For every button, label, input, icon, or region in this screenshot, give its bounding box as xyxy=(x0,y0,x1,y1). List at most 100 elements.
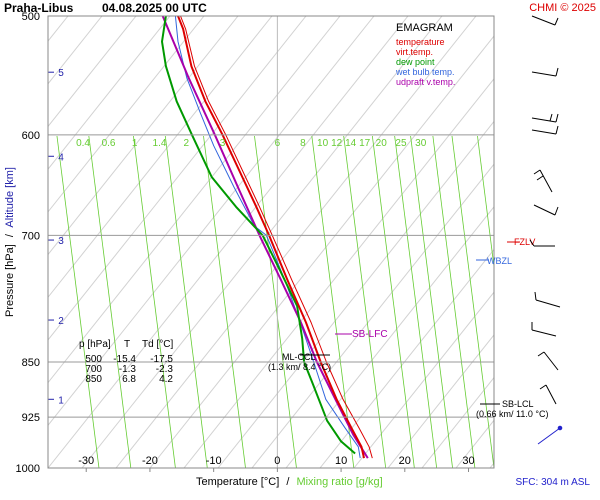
svg-text:Pressure [hPa] / A: Pressure [hPa] / Altitude [km] xyxy=(4,167,16,317)
credit-text: CHMI © 2025 xyxy=(529,2,596,14)
mixing-ratio-label: 1.4 xyxy=(153,138,167,149)
y-axis-title-pressure: Pressure [hPa] xyxy=(4,244,16,317)
table-cell-p-850: 850 xyxy=(85,374,102,385)
table-header-t: T xyxy=(124,339,130,350)
mixing-ratio-label: 30 xyxy=(415,138,427,149)
dry-adiabat-line xyxy=(524,16,600,468)
wind-barb-icon xyxy=(533,204,559,216)
level-annotations: SB-LFC ML-CCL (1.3 km/ 8.4 °C) SB-LCL (0… xyxy=(268,237,548,419)
dry-adiabat-line xyxy=(48,16,171,170)
dry-adiabat-line xyxy=(183,77,494,468)
legend: EMAGRAM temperature virt.temp. dew point… xyxy=(395,22,455,87)
mixing-ratio-label: 3 xyxy=(220,138,226,149)
table-cell-td-850: 4.2 xyxy=(159,374,173,385)
y-axis-title: Pressure [hPa] / Altitude [km] xyxy=(4,167,16,317)
mixing-ratio-line xyxy=(394,135,438,468)
legend-title: EMAGRAM xyxy=(396,22,453,34)
mixing-ratio-line xyxy=(410,135,453,468)
mixing-ratio-line xyxy=(133,135,176,468)
data-table: p [hPa] T Td [°C] 500 -15.4 -17.5 700 -1… xyxy=(79,339,173,385)
pressure-tick-label: 600 xyxy=(22,130,40,142)
sfc-label: SFC: 304 m ASL xyxy=(516,477,591,488)
mixing-ratio-label: 14 xyxy=(345,138,357,149)
altitude-tick-label: 2 xyxy=(58,316,64,327)
sb-lcl-label: SB-LCL xyxy=(502,399,534,409)
table-cell-t-850: 6.8 xyxy=(122,374,136,385)
series-layer xyxy=(161,16,373,459)
x-tick-label: -10 xyxy=(206,455,222,467)
wind-barb-icon xyxy=(534,291,561,308)
dry-adiabat-line xyxy=(387,334,494,468)
legend-item-updraft: udpraft v.temp. xyxy=(396,77,455,87)
pressure-tick-label: 1000 xyxy=(16,463,40,475)
wind-barb-icon xyxy=(531,125,559,135)
table-cell-td-700: -2.3 xyxy=(156,364,174,375)
legend-item-virt-temp: virt.temp. xyxy=(396,47,433,57)
dry-adiabat-line xyxy=(115,16,477,468)
sb-lfc-label: SB-LFC xyxy=(352,329,388,340)
mixing-ratio-line xyxy=(432,135,476,468)
mixing-ratio-label: 20 xyxy=(376,138,388,149)
wind-barb-icon xyxy=(531,67,559,77)
pressure-tick-label: 700 xyxy=(22,230,40,242)
wbzl-label: WBZL xyxy=(487,256,512,266)
wind-barb-icon xyxy=(537,351,559,371)
mixing-ratio-label: 10 xyxy=(317,138,329,149)
mixing-ratio-line xyxy=(56,135,100,468)
pressure-tick-label: 500 xyxy=(22,11,40,23)
wind-barb-icon xyxy=(531,15,559,26)
x-tick-label: 30 xyxy=(462,455,474,467)
wind-barb-icon xyxy=(537,425,563,445)
dry-adiabat-line xyxy=(48,16,341,384)
mixing-ratio-line xyxy=(371,135,415,468)
x-axis-title-mix: Mixing ratio [g/kg] xyxy=(296,476,382,488)
table-header-p: p [hPa] xyxy=(79,339,111,350)
ml-ccl-detail: (1.3 km/ 8.4 °C) xyxy=(268,362,331,372)
wind-barbs xyxy=(529,15,563,445)
wind-barb-icon xyxy=(533,169,553,193)
x-tick-label: -20 xyxy=(142,455,158,467)
mixing-ratio-label: 0.4 xyxy=(76,138,90,149)
x-tick-label: -30 xyxy=(78,455,94,467)
x-tick-label: 20 xyxy=(399,455,411,467)
x-axis-title-sep: / xyxy=(286,476,290,488)
updraft-virtual-temperature-line xyxy=(161,16,369,459)
dry-adiabat-line xyxy=(48,16,137,128)
altitude-tick-label: 4 xyxy=(58,152,64,163)
legend-item-temperature: temperature xyxy=(396,37,445,47)
dry-adiabat-line xyxy=(48,16,205,213)
datetime-title: 04.08.2025 00 UTC xyxy=(102,1,207,15)
x-tick-label: 10 xyxy=(335,455,347,467)
dew-point-line xyxy=(161,16,356,455)
plot-frame xyxy=(47,15,495,469)
dry-adiabat-line xyxy=(48,16,273,299)
x-axis-title: Temperature [°C] / Mixing ratio [g/kg] xyxy=(196,476,383,488)
legend-item-wet-bulb: wet bulb temp. xyxy=(395,67,455,77)
dry-adiabat-line xyxy=(353,291,494,468)
dry-adiabat-line xyxy=(421,376,494,468)
dry-adiabat-line xyxy=(48,16,375,427)
x-tick-label: 0 xyxy=(274,455,280,467)
dry-adiabat-line xyxy=(319,248,494,468)
altitude-tick-label: 3 xyxy=(58,236,64,247)
dry-adiabat-line xyxy=(558,16,600,468)
fzlv-label: FZLV xyxy=(514,237,535,247)
dry-adiabat-line xyxy=(217,120,494,468)
mixing-ratio-line xyxy=(343,135,387,468)
mixing-ratio-line xyxy=(254,135,297,468)
dry-adiabat-line xyxy=(251,163,494,468)
table-header-td: Td [°C] xyxy=(142,339,173,350)
y-axis-title-sep: / xyxy=(4,233,16,237)
dry-adiabat-line xyxy=(48,16,409,468)
mixing-ratio-line xyxy=(164,135,208,468)
mixing-ratio-label: 0.6 xyxy=(102,138,116,149)
temperature-line xyxy=(177,16,365,459)
x-axis-title-temp: Temperature [°C] xyxy=(196,476,279,488)
mixing-ratio-line xyxy=(477,135,494,270)
virtual-temperature-line xyxy=(180,16,373,459)
altitude-tick-label: 5 xyxy=(58,68,64,79)
mixing-ratio-line xyxy=(311,135,355,468)
wind-barb-icon xyxy=(531,113,559,123)
mixing-ratio-label: 1 xyxy=(132,138,138,149)
